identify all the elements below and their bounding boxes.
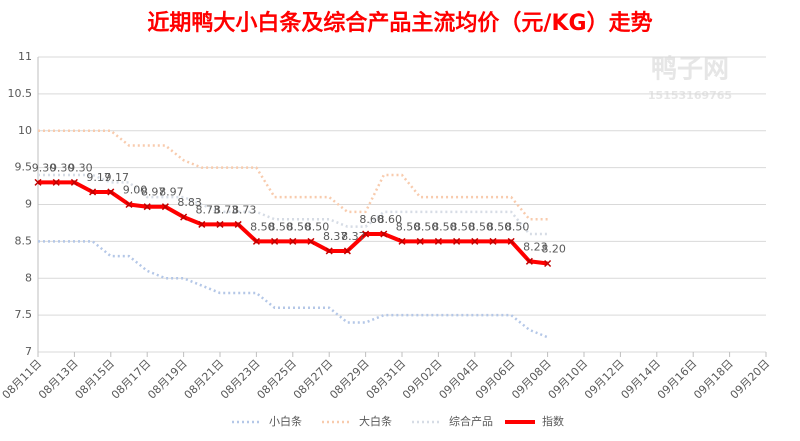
marker bbox=[289, 237, 297, 245]
data-label: 9.17 bbox=[105, 171, 130, 184]
y-tick-label: 10.5 bbox=[8, 87, 33, 100]
y-tick-label: 9.5 bbox=[15, 161, 33, 174]
y-tick-label: 10 bbox=[18, 124, 32, 137]
marker bbox=[252, 237, 260, 245]
data-label: 8.50 bbox=[305, 220, 330, 233]
marker bbox=[525, 257, 533, 265]
data-label: 9.30 bbox=[68, 161, 93, 174]
marker bbox=[398, 237, 406, 245]
data-label: 8.23 bbox=[523, 240, 548, 253]
data-label: 8.50 bbox=[487, 220, 512, 233]
data-label: 8.60 bbox=[378, 213, 403, 226]
marker bbox=[507, 237, 515, 245]
marker bbox=[489, 237, 497, 245]
y-tick-label: 7 bbox=[25, 345, 32, 358]
y-tick-label: 9 bbox=[25, 198, 32, 211]
marker bbox=[471, 237, 479, 245]
data-label: 8.73 bbox=[196, 203, 221, 216]
legend-label: 综合产品 bbox=[449, 414, 493, 428]
data-label: 8.97 bbox=[141, 186, 166, 199]
data-label: 8.50 bbox=[450, 220, 475, 233]
data-label: 8.50 bbox=[287, 220, 312, 233]
marker bbox=[544, 259, 552, 268]
marker bbox=[380, 230, 388, 238]
data-label: 8.50 bbox=[268, 220, 293, 233]
marker bbox=[89, 188, 97, 196]
marker bbox=[434, 237, 442, 245]
y-tick-label: 11 bbox=[18, 50, 32, 63]
watermark-phone: 15153169765 bbox=[648, 89, 732, 102]
marker bbox=[34, 178, 42, 186]
legend-label: 大白条 bbox=[359, 414, 392, 428]
data-label: 8.37 bbox=[341, 230, 366, 243]
data-label: 8.37 bbox=[323, 230, 348, 243]
marker bbox=[180, 213, 188, 221]
marker bbox=[70, 178, 78, 186]
data-label: 9.30 bbox=[50, 161, 75, 174]
data-label: 9.00 bbox=[123, 184, 148, 197]
marker bbox=[453, 237, 461, 245]
data-label: 8.50 bbox=[396, 220, 421, 233]
data-label: 9.17 bbox=[86, 171, 111, 184]
marker bbox=[271, 237, 279, 245]
marker bbox=[307, 237, 315, 245]
data-label: 8.50 bbox=[505, 220, 530, 233]
marker bbox=[161, 203, 169, 211]
series-line bbox=[38, 129, 548, 221]
marker bbox=[107, 188, 115, 196]
data-label: 8.50 bbox=[250, 220, 275, 233]
watermark: 鸭子网 bbox=[651, 55, 729, 85]
marker bbox=[343, 247, 351, 255]
y-tick-label: 8.5 bbox=[15, 234, 33, 247]
data-label: 8.60 bbox=[359, 213, 384, 226]
y-tick-label: 7.5 bbox=[15, 308, 33, 321]
data-label: 8.73 bbox=[232, 203, 257, 216]
marker bbox=[234, 220, 242, 228]
marker bbox=[216, 220, 224, 228]
data-label: 8.50 bbox=[432, 220, 457, 233]
legend-label: 小白条 bbox=[269, 414, 302, 428]
marker bbox=[52, 178, 60, 186]
data-label: 8.97 bbox=[159, 186, 184, 199]
marker bbox=[125, 200, 133, 209]
data-label: 8.50 bbox=[414, 220, 439, 233]
data-label: 8.73 bbox=[214, 203, 239, 216]
legend-label: 指数 bbox=[542, 414, 564, 428]
marker bbox=[143, 203, 151, 211]
chart-title: 近期鸭大小白条及综合产品主流均价（元/KG）走势 bbox=[147, 10, 652, 36]
series-line bbox=[38, 240, 549, 339]
series-line bbox=[38, 173, 548, 236]
data-label: 8.50 bbox=[469, 220, 494, 233]
marker bbox=[325, 247, 333, 255]
data-label: 9.30 bbox=[32, 161, 57, 174]
marker bbox=[198, 220, 206, 228]
x-tick-label: 09月20日 bbox=[728, 357, 773, 402]
data-label: 8.83 bbox=[177, 196, 202, 209]
y-tick-label: 8 bbox=[25, 271, 32, 284]
marker bbox=[362, 230, 370, 238]
marker bbox=[416, 237, 424, 245]
data-label: 8.20 bbox=[541, 243, 566, 256]
